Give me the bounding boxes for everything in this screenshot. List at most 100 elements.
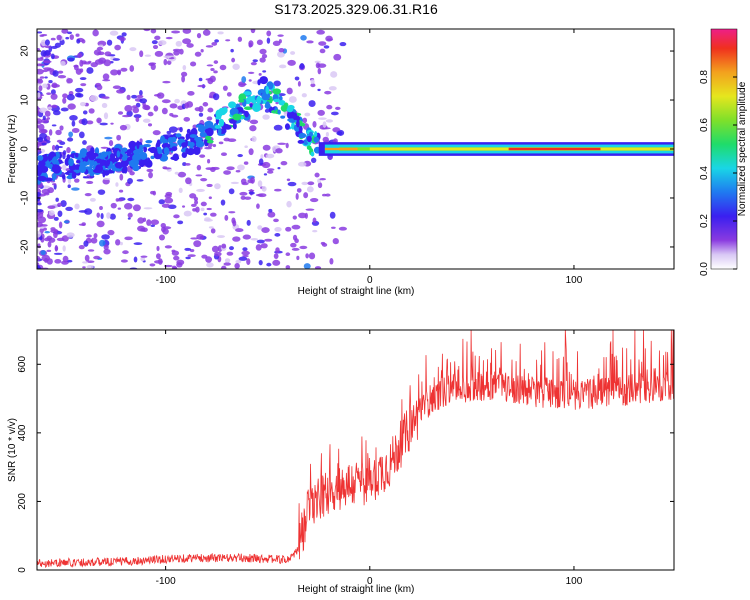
noise-speck bbox=[162, 80, 171, 84]
noise-speck bbox=[185, 177, 192, 185]
noise-speck bbox=[83, 176, 90, 179]
tone-blob bbox=[189, 141, 195, 148]
noise-speck bbox=[256, 239, 265, 244]
noise-speck bbox=[150, 190, 155, 195]
noise-speck bbox=[74, 178, 80, 183]
tone-blob bbox=[157, 148, 163, 155]
noise-speck bbox=[261, 227, 270, 234]
noise-speck bbox=[129, 47, 137, 52]
noise-speck bbox=[178, 187, 183, 194]
noise-speck bbox=[109, 213, 116, 220]
noise-speck bbox=[43, 138, 48, 141]
noise-speck bbox=[117, 111, 124, 115]
noise-speck bbox=[228, 188, 235, 195]
noise-speck bbox=[171, 265, 177, 269]
noise-speck bbox=[42, 60, 52, 64]
noise-speck bbox=[212, 143, 217, 148]
noise-speck bbox=[37, 48, 41, 51]
noise-speck bbox=[108, 140, 114, 147]
noise-speck bbox=[219, 64, 227, 71]
noise-speck bbox=[261, 54, 268, 59]
noise-speck bbox=[146, 168, 154, 173]
noise-speck bbox=[109, 30, 119, 36]
noise-speck bbox=[286, 87, 293, 95]
tone-blob bbox=[44, 177, 53, 182]
noise-speck bbox=[262, 114, 270, 120]
noise-speck bbox=[190, 61, 197, 67]
noise-speck bbox=[77, 52, 83, 59]
noise-speck bbox=[150, 29, 157, 34]
noise-speck bbox=[37, 118, 43, 125]
noise-speck bbox=[66, 259, 73, 263]
noise-speck bbox=[114, 44, 122, 51]
noise-speck bbox=[187, 254, 196, 257]
noise-speck bbox=[310, 79, 315, 85]
tone-blob bbox=[278, 100, 286, 106]
noise-speck bbox=[173, 255, 180, 261]
tone-blob bbox=[268, 99, 273, 104]
noise-speck bbox=[302, 117, 308, 124]
noise-speck bbox=[62, 164, 67, 171]
noise-speck bbox=[242, 234, 251, 240]
noise-speck bbox=[119, 36, 126, 42]
noise-speck bbox=[86, 67, 94, 74]
tone-blob bbox=[205, 135, 212, 141]
noise-speck bbox=[48, 79, 53, 84]
tone-blob bbox=[222, 107, 228, 114]
noise-speck bbox=[280, 161, 288, 166]
noise-speck bbox=[39, 132, 48, 139]
noise-speck bbox=[140, 227, 146, 232]
noise-speck bbox=[232, 236, 241, 242]
noise-speck bbox=[295, 192, 299, 200]
noise-speck bbox=[310, 83, 316, 88]
colorbar-tick-label: 0.8 bbox=[699, 70, 710, 84]
noise-speck bbox=[37, 249, 40, 254]
tone-blob bbox=[66, 175, 74, 180]
noise-speck bbox=[106, 39, 113, 46]
noise-speck bbox=[306, 186, 314, 193]
noise-speck bbox=[98, 44, 104, 47]
tone-blob bbox=[265, 86, 270, 95]
noise-speck bbox=[133, 242, 143, 245]
tone-blob bbox=[273, 98, 281, 103]
noise-speck bbox=[274, 233, 281, 237]
tone-blob bbox=[306, 135, 312, 143]
tone-blob bbox=[126, 149, 132, 157]
noise-speck bbox=[291, 224, 301, 230]
noise-speck bbox=[96, 84, 103, 91]
noise-speck bbox=[176, 259, 185, 266]
noise-speck bbox=[82, 261, 89, 264]
tone-blob bbox=[147, 148, 154, 152]
tone-blob bbox=[62, 174, 66, 180]
noise-speck bbox=[195, 174, 203, 177]
noise-speck bbox=[292, 215, 297, 220]
noise-speck bbox=[90, 237, 98, 244]
tone-blob bbox=[232, 122, 237, 130]
y-tick-label: 10 bbox=[20, 94, 31, 106]
x-tick-label: 0 bbox=[367, 576, 373, 587]
noise-speck bbox=[37, 243, 41, 249]
noise-speck bbox=[67, 178, 72, 184]
noise-speck bbox=[182, 64, 187, 71]
noise-speck bbox=[86, 180, 94, 185]
noise-speck bbox=[151, 40, 158, 45]
noise-speck bbox=[67, 137, 74, 142]
noise-speck bbox=[273, 253, 279, 260]
noise-speck bbox=[224, 214, 229, 221]
snr-ylabel: SNR (10 * v/v) bbox=[7, 418, 18, 482]
noise-speck bbox=[78, 244, 85, 250]
noise-speck bbox=[53, 252, 63, 255]
noise-speck bbox=[210, 212, 217, 217]
noise-speck bbox=[318, 117, 327, 120]
noise-speck bbox=[316, 29, 325, 35]
noise-speck bbox=[158, 199, 165, 205]
tone-blob bbox=[215, 116, 222, 120]
noise-speck bbox=[127, 197, 135, 202]
noise-speck bbox=[292, 234, 298, 241]
noise-speck bbox=[211, 166, 220, 170]
noise-speck bbox=[136, 94, 144, 99]
tone-blob bbox=[283, 102, 289, 108]
noise-speck bbox=[119, 241, 123, 246]
noise-speck bbox=[60, 107, 69, 112]
